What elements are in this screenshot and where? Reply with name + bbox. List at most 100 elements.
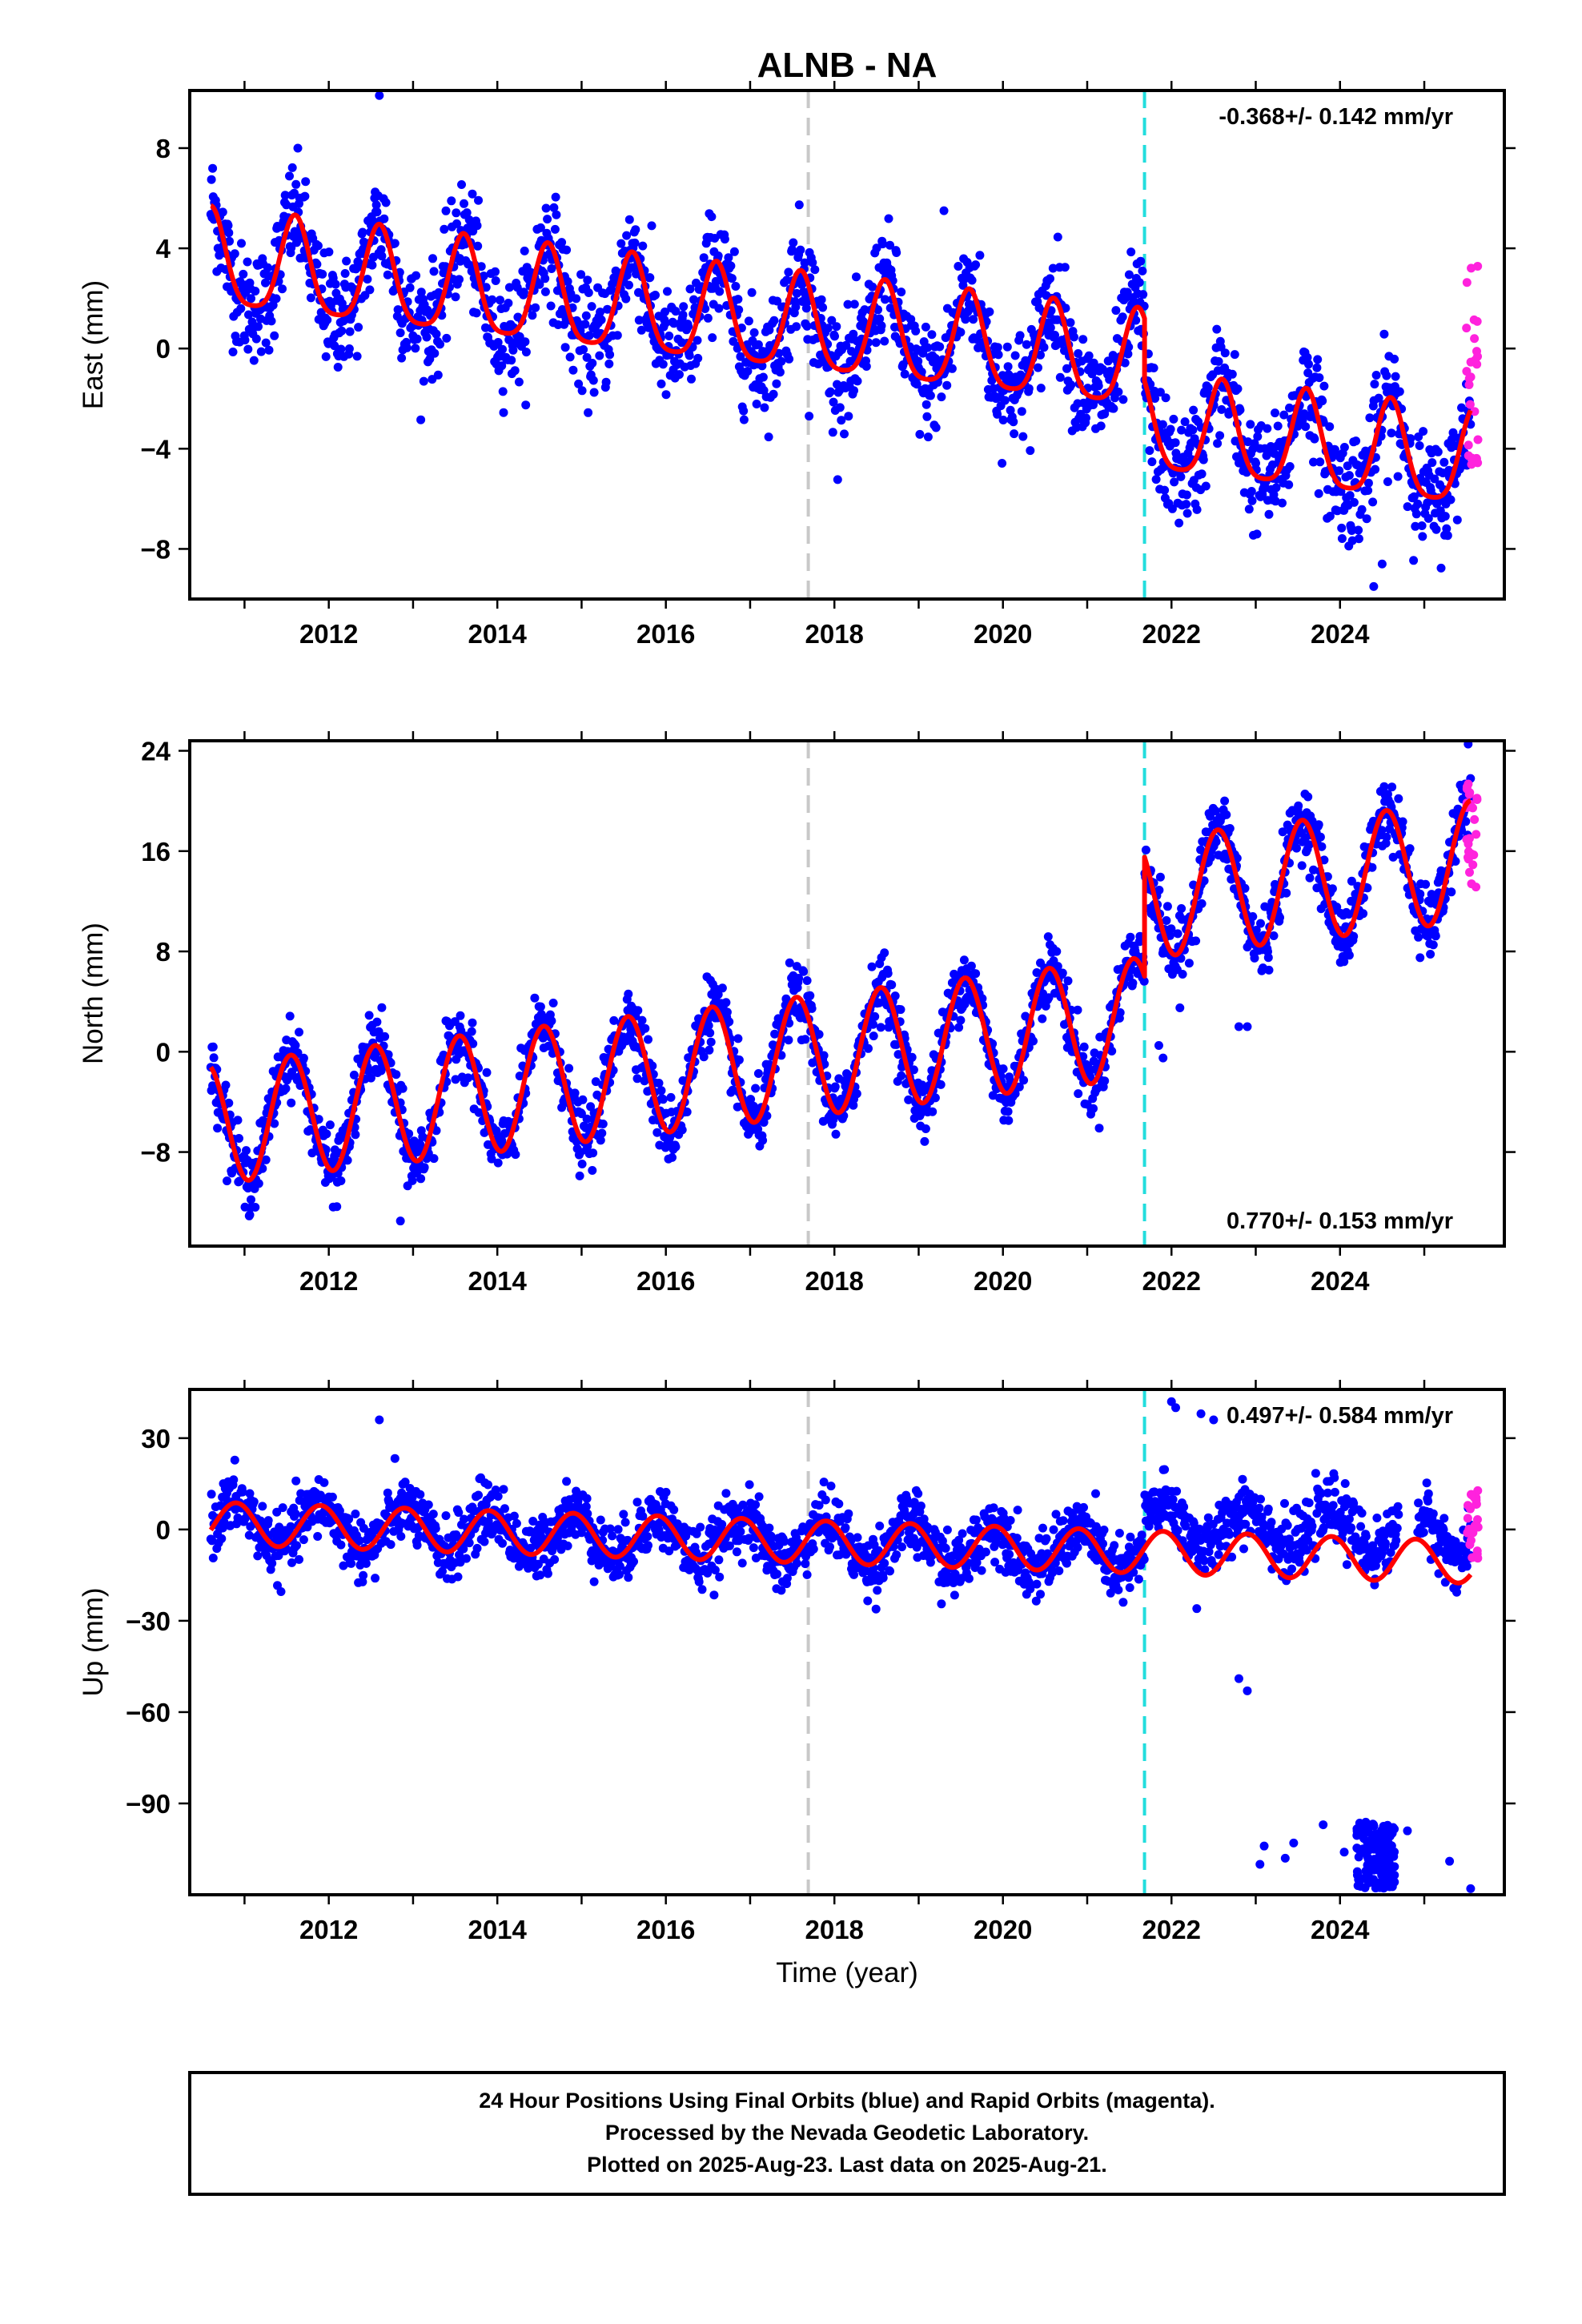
data-point xyxy=(325,1120,335,1130)
data-point xyxy=(551,192,560,202)
data-point xyxy=(504,283,514,292)
data-point xyxy=(1180,417,1190,427)
data-point xyxy=(223,221,233,231)
data-point xyxy=(1374,393,1383,403)
data-point xyxy=(299,1535,308,1545)
data-point xyxy=(1094,1124,1104,1133)
data-point xyxy=(285,1011,295,1021)
data-point xyxy=(633,1006,643,1015)
x-tick-label: 2022 xyxy=(1142,619,1201,649)
data-point xyxy=(1022,340,1031,349)
data-point xyxy=(430,348,440,358)
rate-label: 0.770+/- 0.153 mm/yr xyxy=(1227,1208,1453,1234)
data-point xyxy=(758,372,768,382)
data-point xyxy=(380,1031,390,1041)
outlier-point xyxy=(939,206,949,215)
data-point xyxy=(1415,889,1425,899)
data-point xyxy=(416,415,426,424)
data-point xyxy=(1120,358,1130,368)
data-point xyxy=(689,295,698,304)
data-point xyxy=(1094,381,1103,391)
data-point xyxy=(372,207,382,217)
data-point xyxy=(472,1543,482,1553)
data-point xyxy=(498,1538,507,1548)
data-point xyxy=(927,330,937,340)
data-point xyxy=(1046,274,1054,283)
data-point xyxy=(261,338,271,348)
data-point xyxy=(1155,388,1165,397)
data-point xyxy=(1199,455,1208,464)
data-point xyxy=(256,347,266,356)
data-point xyxy=(365,285,375,295)
data-point xyxy=(213,1124,223,1133)
data-point xyxy=(1162,902,1172,911)
data-point xyxy=(1304,360,1313,369)
data-point xyxy=(687,374,696,384)
data-point xyxy=(634,316,644,325)
y-axis-label: East (mm) xyxy=(78,280,109,409)
data-point xyxy=(1302,392,1311,401)
data-point xyxy=(656,1086,666,1096)
data-point xyxy=(1427,458,1437,468)
data-point xyxy=(1147,457,1157,467)
data-point xyxy=(711,276,721,286)
data-point xyxy=(1044,993,1054,1003)
data-point xyxy=(432,1126,441,1136)
data-point xyxy=(956,1015,966,1025)
data-point xyxy=(1107,1047,1117,1055)
data-point xyxy=(343,1156,352,1165)
data-point xyxy=(520,246,529,255)
x-tick-label: 2014 xyxy=(468,1266,527,1296)
data-point xyxy=(321,352,331,361)
data-point xyxy=(897,287,906,297)
data-point xyxy=(324,247,334,257)
data-point xyxy=(557,238,567,247)
data-point xyxy=(563,277,572,286)
data-point xyxy=(1233,384,1243,393)
data-point xyxy=(271,294,281,304)
data-point xyxy=(967,275,977,285)
data-point xyxy=(464,1538,474,1548)
data-point xyxy=(801,304,811,313)
data-point xyxy=(849,329,858,339)
data-point xyxy=(217,1534,227,1543)
data-point xyxy=(1014,1082,1024,1092)
data-point xyxy=(364,1011,374,1020)
data-point xyxy=(751,1084,761,1093)
outlier-point xyxy=(1234,1022,1243,1031)
x-tick-label: 2024 xyxy=(1311,619,1370,649)
data-point xyxy=(833,475,842,485)
data-point xyxy=(1055,372,1065,382)
data-point xyxy=(493,1158,503,1168)
data-point xyxy=(428,1510,438,1519)
data-point xyxy=(393,305,403,315)
rapid-orbit-point xyxy=(1467,460,1476,469)
data-point xyxy=(564,1063,574,1073)
rapid-orbit-point xyxy=(1472,794,1482,803)
plot-area xyxy=(206,741,1482,1246)
data-point xyxy=(291,179,301,189)
data-point xyxy=(425,354,435,364)
data-point xyxy=(1310,434,1319,444)
data-point xyxy=(785,958,794,967)
data-point xyxy=(1036,350,1045,360)
data-point xyxy=(1246,420,1255,429)
data-point xyxy=(840,429,849,439)
data-point xyxy=(923,432,933,442)
data-point xyxy=(1122,287,1132,297)
data-point xyxy=(251,287,260,296)
data-point xyxy=(1382,371,1391,380)
data-point xyxy=(1073,1005,1082,1015)
data-point xyxy=(1442,524,1452,533)
data-point xyxy=(419,376,428,386)
data-point xyxy=(1409,492,1419,501)
data-point xyxy=(923,343,933,352)
data-point xyxy=(582,1114,592,1124)
data-point xyxy=(1078,335,1088,344)
data-point xyxy=(930,354,940,363)
data-point xyxy=(1114,387,1123,396)
data-point xyxy=(1079,1042,1089,1051)
data-point xyxy=(844,412,853,421)
data-point xyxy=(1203,383,1213,392)
data-point xyxy=(464,1073,473,1083)
